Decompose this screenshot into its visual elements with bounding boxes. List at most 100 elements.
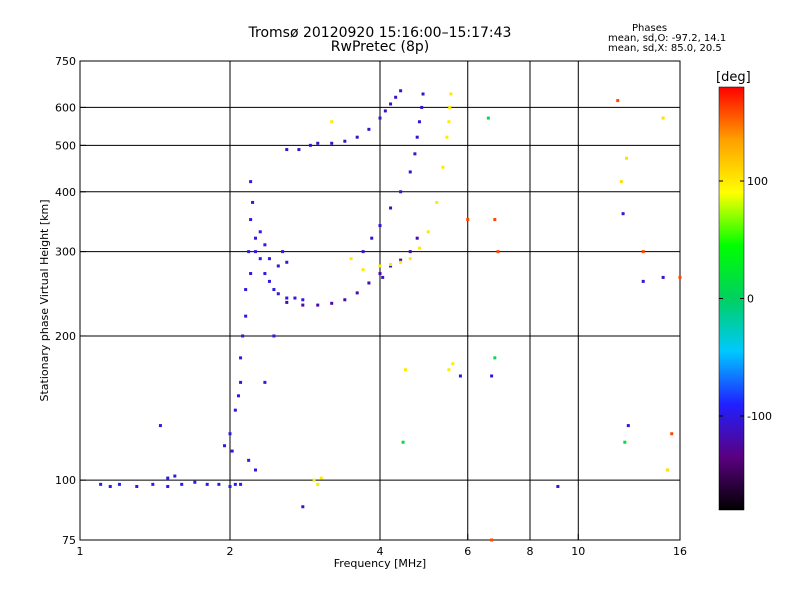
- data-point: [678, 275, 682, 279]
- data-point: [244, 288, 248, 292]
- data-point: [378, 116, 382, 120]
- data-point: [447, 368, 451, 372]
- colorbar-ticks: 100 0 -100: [719, 175, 772, 423]
- data-point: [301, 303, 305, 307]
- x-tick-label: 2: [227, 545, 234, 558]
- data-point: [297, 148, 301, 152]
- data-point: [247, 250, 251, 254]
- data-point: [458, 374, 462, 378]
- data-point: [641, 279, 645, 283]
- data-point: [490, 538, 494, 542]
- data-point: [251, 200, 255, 204]
- data-point: [670, 432, 674, 436]
- scatter-points: [99, 89, 682, 542]
- data-point: [361, 250, 365, 254]
- data-point: [417, 120, 421, 124]
- data-point: [355, 291, 359, 295]
- data-point: [108, 484, 112, 488]
- data-point: [378, 272, 382, 276]
- y-tick-label: 100: [55, 474, 76, 487]
- data-point: [276, 292, 280, 296]
- data-point: [415, 236, 419, 240]
- data-point: [415, 135, 419, 139]
- phases-o-stats: mean, sd,O: -97.2, 14.1: [608, 33, 727, 44]
- y-tick-label: 750: [55, 55, 76, 68]
- data-point: [355, 135, 359, 139]
- data-point: [230, 449, 234, 453]
- data-point: [413, 152, 417, 156]
- data-point: [445, 135, 449, 139]
- data-point: [285, 300, 289, 304]
- data-point: [367, 127, 371, 131]
- data-point: [493, 356, 497, 360]
- data-point: [253, 468, 257, 472]
- phases-x-stats: mean, sd,X: 85.0, 20.5: [608, 43, 722, 54]
- data-point: [389, 102, 393, 106]
- x-tick-label: 6: [464, 545, 471, 558]
- data-point: [312, 478, 316, 482]
- data-point: [281, 250, 285, 254]
- data-point: [276, 264, 280, 268]
- data-point: [389, 206, 393, 210]
- data-point: [249, 218, 253, 222]
- data-point: [263, 243, 267, 247]
- data-point: [401, 440, 405, 444]
- data-point: [420, 105, 424, 109]
- data-point: [316, 482, 320, 486]
- colorbar-tick-label: 100: [747, 175, 768, 188]
- data-point: [267, 279, 271, 283]
- data-point: [626, 424, 630, 428]
- data-point: [330, 141, 334, 145]
- data-point: [301, 505, 305, 509]
- data-point: [258, 257, 262, 261]
- data-point: [641, 250, 645, 254]
- data-point: [249, 272, 253, 276]
- data-point: [490, 374, 494, 378]
- data-point: [228, 432, 232, 436]
- data-point: [556, 484, 560, 488]
- data-point: [399, 260, 403, 264]
- data-point: [173, 474, 177, 478]
- data-point: [403, 368, 407, 372]
- data-point: [217, 482, 221, 486]
- y-tick-label: 400: [55, 186, 76, 199]
- data-point: [378, 264, 382, 268]
- data-point: [166, 476, 170, 480]
- data-point: [135, 484, 139, 488]
- x-tick-label: 1: [77, 545, 84, 558]
- data-point: [426, 230, 430, 234]
- data-point: [343, 139, 347, 143]
- data-point: [361, 268, 365, 272]
- data-point: [421, 92, 425, 96]
- data-point: [241, 334, 245, 338]
- data-point: [349, 257, 353, 261]
- data-point: [621, 212, 625, 216]
- y-tick-label: 200: [55, 330, 76, 343]
- data-point: [616, 99, 620, 103]
- data-point: [239, 380, 243, 384]
- data-point: [408, 250, 412, 254]
- data-point: [330, 120, 334, 124]
- data-point: [381, 275, 385, 279]
- data-point: [619, 180, 623, 184]
- data-point: [417, 246, 421, 250]
- data-point: [399, 190, 403, 194]
- data-point: [394, 95, 398, 99]
- data-point: [99, 482, 103, 486]
- data-point: [435, 200, 439, 204]
- data-point: [378, 224, 382, 228]
- data-point: [389, 262, 393, 266]
- data-point: [661, 275, 665, 279]
- data-point: [249, 180, 253, 184]
- data-point: [239, 482, 243, 486]
- data-point: [447, 120, 451, 124]
- x-tick-label: 10: [571, 545, 585, 558]
- data-point: [370, 236, 374, 240]
- data-point: [253, 250, 257, 254]
- data-point: [193, 480, 197, 484]
- data-point: [665, 468, 669, 472]
- y-axis-label: Stationary phase Virtual Height [km]: [38, 199, 51, 401]
- data-point: [247, 458, 251, 462]
- data-point: [117, 482, 121, 486]
- axis-ticks: 1 2 4 6 8 10 16 75 100 200 300 400 500 600 750: [55, 55, 687, 558]
